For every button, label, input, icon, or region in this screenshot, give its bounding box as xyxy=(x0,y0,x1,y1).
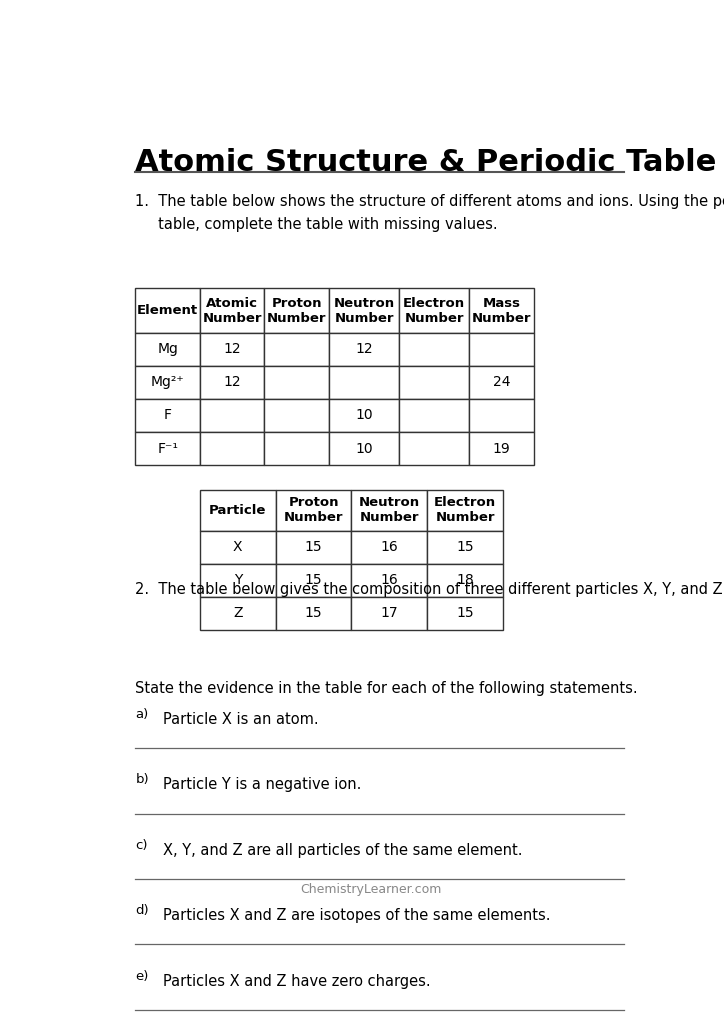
Text: Mg: Mg xyxy=(157,342,178,356)
Bar xyxy=(427,530,503,563)
Text: ChemistryLearner.com: ChemistryLearner.com xyxy=(300,883,442,896)
Text: F⁻¹: F⁻¹ xyxy=(157,441,178,456)
Text: X, Y, and Z are all particles of the same element.: X, Y, and Z are all particles of the sam… xyxy=(164,843,523,858)
Text: Neutron
Number: Neutron Number xyxy=(334,297,395,325)
Bar xyxy=(135,398,200,432)
Bar xyxy=(399,398,469,432)
Bar xyxy=(276,597,351,630)
Bar xyxy=(399,289,469,333)
Text: 12: 12 xyxy=(224,375,241,389)
Text: Mg²⁺: Mg²⁺ xyxy=(151,375,185,389)
Text: b): b) xyxy=(135,773,149,786)
Text: e): e) xyxy=(135,970,148,983)
Text: 12: 12 xyxy=(355,342,373,356)
Text: Electron
Number: Electron Number xyxy=(403,297,466,325)
Text: Particles X and Z are isotopes of the same elements.: Particles X and Z are isotopes of the sa… xyxy=(164,908,551,924)
Bar xyxy=(427,597,503,630)
Text: Y: Y xyxy=(234,573,242,587)
Bar xyxy=(200,398,264,432)
Text: Z: Z xyxy=(233,606,243,621)
Bar xyxy=(399,366,469,398)
Bar xyxy=(427,563,503,597)
Bar xyxy=(427,489,503,530)
Bar xyxy=(264,398,329,432)
Text: Atomic Structure & Periodic Table Worksheet: Atomic Structure & Periodic Table Worksh… xyxy=(135,148,724,177)
Bar xyxy=(135,333,200,366)
Bar xyxy=(200,530,276,563)
Bar xyxy=(200,489,276,530)
Text: Particle X is an atom.: Particle X is an atom. xyxy=(164,712,319,727)
Text: 18: 18 xyxy=(456,573,474,587)
Text: Mass
Number: Mass Number xyxy=(472,297,531,325)
Bar xyxy=(329,366,399,398)
Bar xyxy=(469,366,534,398)
Bar xyxy=(329,432,399,465)
Bar xyxy=(200,289,264,333)
Text: d): d) xyxy=(135,904,149,918)
Text: Element: Element xyxy=(137,304,198,317)
Text: Particles X and Z have zero charges.: Particles X and Z have zero charges. xyxy=(164,974,431,988)
Text: table, complete the table with missing values.: table, complete the table with missing v… xyxy=(135,217,498,232)
Bar xyxy=(200,432,264,465)
Text: 15: 15 xyxy=(305,573,322,587)
Bar xyxy=(469,398,534,432)
Text: 16: 16 xyxy=(380,540,398,554)
Text: Neutron
Number: Neutron Number xyxy=(358,496,420,524)
Bar xyxy=(264,333,329,366)
Text: 17: 17 xyxy=(381,606,398,621)
Bar xyxy=(276,563,351,597)
Text: State the evidence in the table for each of the following statements.: State the evidence in the table for each… xyxy=(135,681,638,696)
Bar xyxy=(135,432,200,465)
Bar xyxy=(135,366,200,398)
Text: Atomic
Number: Atomic Number xyxy=(203,297,262,325)
Text: 12: 12 xyxy=(224,342,241,356)
Text: 15: 15 xyxy=(305,540,322,554)
Text: Particle: Particle xyxy=(209,504,266,516)
Bar xyxy=(200,563,276,597)
Text: Particle Y is a negative ion.: Particle Y is a negative ion. xyxy=(164,777,362,793)
Text: 10: 10 xyxy=(355,409,373,423)
Bar xyxy=(264,289,329,333)
Bar xyxy=(329,333,399,366)
Text: 24: 24 xyxy=(493,375,510,389)
Bar xyxy=(469,289,534,333)
Bar xyxy=(200,333,264,366)
Bar xyxy=(351,563,427,597)
Text: Proton
Number: Proton Number xyxy=(284,496,343,524)
Bar xyxy=(351,530,427,563)
Bar xyxy=(469,333,534,366)
Bar xyxy=(135,289,200,333)
Bar xyxy=(469,432,534,465)
Text: 15: 15 xyxy=(456,606,473,621)
Text: 15: 15 xyxy=(456,540,473,554)
Text: 15: 15 xyxy=(305,606,322,621)
Bar xyxy=(200,597,276,630)
Text: F: F xyxy=(164,409,172,423)
Bar xyxy=(264,366,329,398)
Text: Proton
Number: Proton Number xyxy=(267,297,327,325)
Text: 2.  The table below gives the composition of three different particles X, Y, and: 2. The table below gives the composition… xyxy=(135,582,724,597)
Bar xyxy=(399,432,469,465)
Text: 1.  The table below shows the structure of different atoms and ions. Using the p: 1. The table below shows the structure o… xyxy=(135,194,724,209)
Text: a): a) xyxy=(135,708,148,721)
Bar xyxy=(329,398,399,432)
Bar xyxy=(351,597,427,630)
Text: 16: 16 xyxy=(380,573,398,587)
Bar xyxy=(276,489,351,530)
Bar xyxy=(264,432,329,465)
Bar xyxy=(351,489,427,530)
Bar xyxy=(399,333,469,366)
Bar xyxy=(200,366,264,398)
Text: 19: 19 xyxy=(492,441,510,456)
Bar xyxy=(276,530,351,563)
Text: 10: 10 xyxy=(355,441,373,456)
Text: Electron
Number: Electron Number xyxy=(434,496,496,524)
Text: X: X xyxy=(233,540,243,554)
Text: c): c) xyxy=(135,839,148,852)
Bar xyxy=(329,289,399,333)
